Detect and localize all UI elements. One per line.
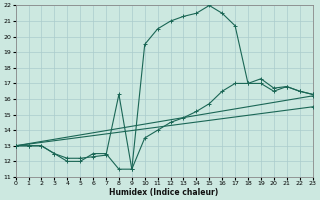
X-axis label: Humidex (Indice chaleur): Humidex (Indice chaleur) bbox=[109, 188, 219, 197]
